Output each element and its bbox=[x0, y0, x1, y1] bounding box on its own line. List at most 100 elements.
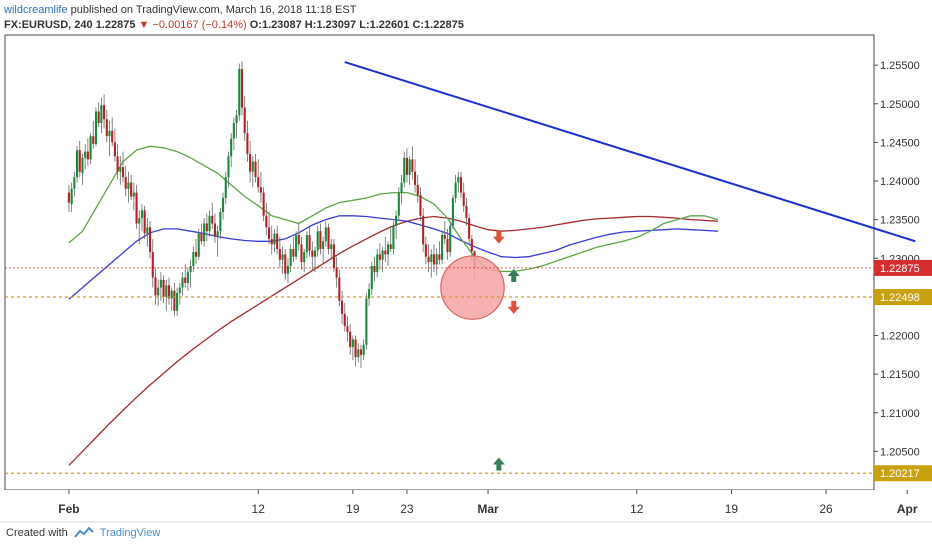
candle-body[interactable] bbox=[173, 290, 176, 311]
candle-body[interactable] bbox=[311, 250, 314, 257]
candle-body[interactable] bbox=[76, 150, 79, 178]
candle-body[interactable] bbox=[392, 225, 395, 249]
candle-body[interactable] bbox=[408, 159, 411, 175]
candle-body[interactable] bbox=[340, 300, 344, 314]
candle-body[interactable] bbox=[151, 252, 154, 278]
candle-body[interactable] bbox=[89, 136, 92, 160]
candle-body[interactable] bbox=[270, 238, 273, 245]
candle-body[interactable] bbox=[332, 244, 335, 268]
candle-body[interactable] bbox=[278, 248, 281, 260]
candle-body[interactable] bbox=[346, 326, 349, 332]
candle-body[interactable] bbox=[400, 182, 403, 193]
candle-body[interactable] bbox=[319, 231, 322, 249]
candle-body[interactable] bbox=[470, 238, 473, 252]
candle-body[interactable] bbox=[140, 210, 143, 219]
plot-area[interactable] bbox=[4, 34, 916, 491]
candle-body[interactable] bbox=[454, 182, 457, 198]
candle-body[interactable] bbox=[205, 223, 208, 232]
candle-body[interactable] bbox=[78, 150, 81, 172]
candle-body[interactable] bbox=[414, 171, 417, 185]
candle-body[interactable] bbox=[459, 177, 463, 193]
candle-body[interactable] bbox=[73, 177, 76, 189]
candle-body[interactable] bbox=[135, 192, 138, 224]
candle-body[interactable] bbox=[240, 68, 244, 108]
candle-body[interactable] bbox=[235, 115, 238, 124]
candle-body[interactable] bbox=[295, 235, 298, 257]
candle-body[interactable] bbox=[124, 177, 127, 189]
candle-body[interactable] bbox=[257, 177, 260, 188]
price-axis[interactable]: 1.255001.250001.245001.240001.235001.230… bbox=[874, 60, 932, 482]
candle-body[interactable] bbox=[81, 157, 84, 174]
candle-body[interactable] bbox=[165, 285, 168, 297]
candle-body[interactable] bbox=[113, 142, 116, 157]
candle-body[interactable] bbox=[127, 182, 130, 189]
candle-body[interactable] bbox=[297, 235, 300, 245]
candle-body[interactable] bbox=[132, 192, 135, 197]
time-axis[interactable]: Feb 12 19 23 Mar 12 19 26 Apr bbox=[0, 490, 932, 523]
candle-body[interactable] bbox=[186, 272, 189, 283]
candle-body[interactable] bbox=[305, 235, 308, 253]
candle-body[interactable] bbox=[292, 248, 295, 257]
candle-body[interactable] bbox=[281, 254, 284, 260]
trendline[interactable] bbox=[344, 61, 916, 243]
candle-body[interactable] bbox=[384, 250, 387, 255]
candle-body[interactable] bbox=[67, 192, 70, 203]
candle-body[interactable] bbox=[192, 252, 195, 266]
candle-body[interactable] bbox=[222, 197, 225, 212]
candle-body[interactable] bbox=[378, 254, 381, 260]
candle-body[interactable] bbox=[397, 192, 400, 216]
candle-body[interactable] bbox=[170, 290, 173, 299]
candle-body[interactable] bbox=[246, 133, 249, 154]
candle-body[interactable] bbox=[357, 349, 360, 358]
candle-body[interactable] bbox=[121, 167, 125, 178]
candle-body[interactable] bbox=[284, 254, 287, 274]
candle-body[interactable] bbox=[449, 225, 452, 253]
candle-body[interactable] bbox=[108, 130, 111, 137]
candle-body[interactable] bbox=[119, 167, 122, 172]
candle-body[interactable] bbox=[327, 227, 330, 249]
candle-body[interactable] bbox=[322, 241, 325, 249]
candle-body[interactable] bbox=[359, 349, 363, 355]
candle-body[interactable] bbox=[230, 138, 233, 157]
candle-body[interactable] bbox=[143, 210, 146, 234]
candle-body[interactable] bbox=[370, 265, 373, 290]
candle-body[interactable] bbox=[422, 215, 425, 245]
candle-body[interactable] bbox=[162, 279, 165, 297]
candle-body[interactable] bbox=[203, 223, 206, 242]
candle-body[interactable] bbox=[216, 231, 219, 237]
candle-body[interactable] bbox=[238, 68, 241, 116]
candle-body[interactable] bbox=[157, 287, 160, 296]
candle-body[interactable] bbox=[338, 277, 341, 301]
candle-body[interactable] bbox=[249, 153, 252, 172]
candle-body[interactable] bbox=[316, 231, 319, 251]
candle-body[interactable] bbox=[211, 215, 214, 224]
candle-body[interactable] bbox=[286, 265, 290, 274]
candle-body[interactable] bbox=[146, 227, 149, 234]
candle-body[interactable] bbox=[365, 298, 368, 345]
candle-body[interactable] bbox=[84, 151, 87, 158]
candle-body[interactable] bbox=[457, 177, 460, 183]
candle-body[interactable] bbox=[441, 235, 444, 260]
candle-body[interactable] bbox=[208, 215, 211, 232]
candle-body[interactable] bbox=[381, 250, 384, 260]
candle-body[interactable] bbox=[227, 156, 230, 178]
candle-body[interactable] bbox=[343, 313, 346, 327]
candle-body[interactable] bbox=[324, 227, 327, 242]
candle-body[interactable] bbox=[446, 238, 449, 253]
tradingview-brand[interactable]: TradingView bbox=[99, 527, 161, 539]
candle-body[interactable] bbox=[411, 159, 414, 172]
candle-body[interactable] bbox=[462, 192, 465, 206]
candle-body[interactable] bbox=[468, 218, 471, 239]
candle-body[interactable] bbox=[167, 285, 171, 299]
candle-body[interactable] bbox=[427, 256, 430, 263]
candle-body[interactable] bbox=[386, 244, 390, 255]
candle-body[interactable] bbox=[403, 157, 406, 183]
candle-body[interactable] bbox=[189, 265, 192, 273]
candle-body[interactable] bbox=[94, 111, 98, 144]
candle-body[interactable] bbox=[130, 182, 133, 197]
candle-body[interactable] bbox=[430, 254, 433, 263]
candle-body[interactable] bbox=[465, 205, 468, 219]
candle-body[interactable] bbox=[289, 248, 292, 266]
candle-body[interactable] bbox=[159, 279, 162, 288]
